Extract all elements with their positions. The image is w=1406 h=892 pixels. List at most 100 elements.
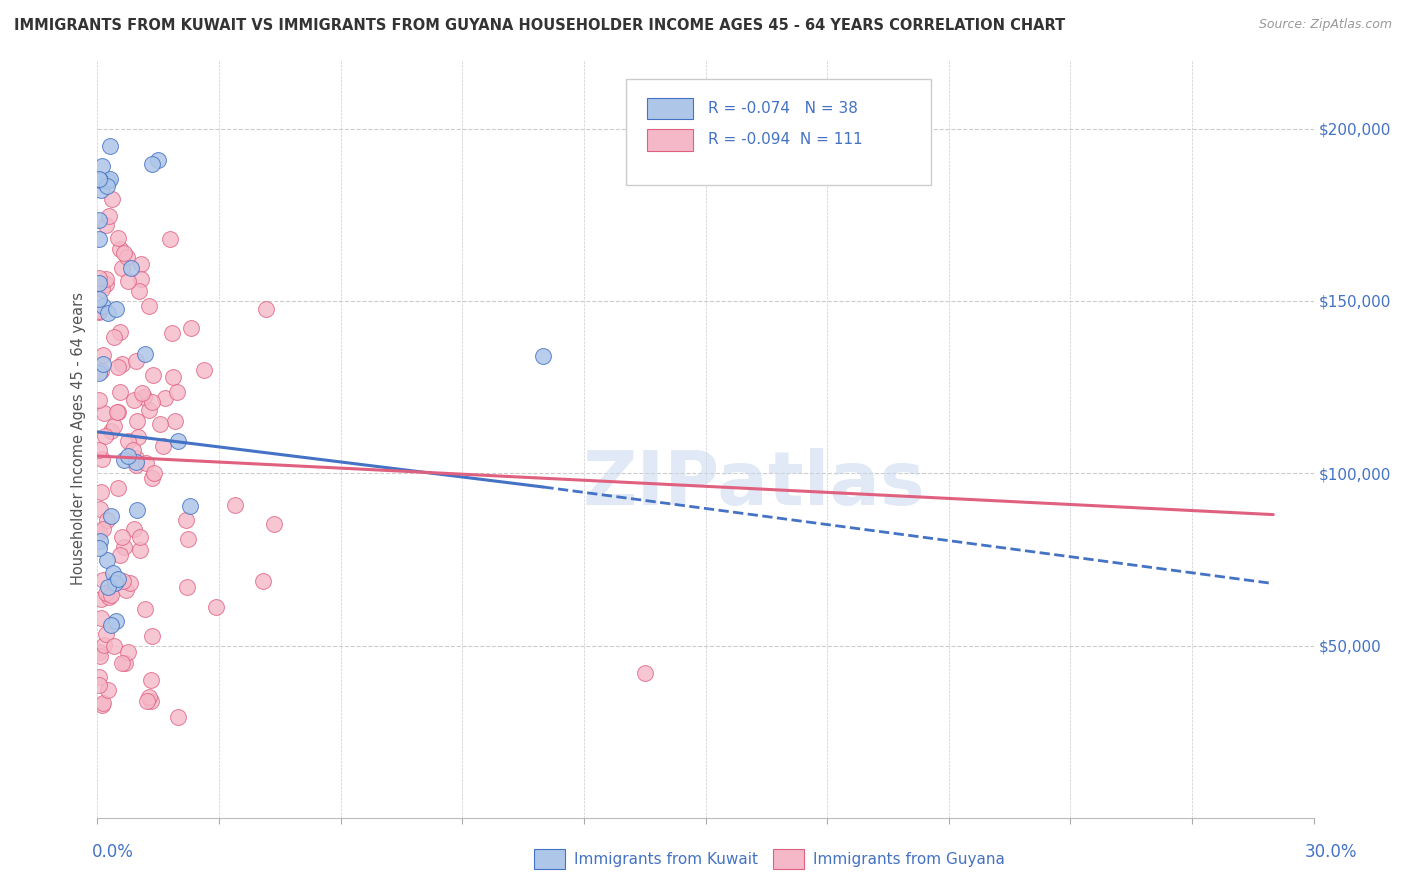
Text: Immigrants from Guyana: Immigrants from Guyana	[813, 853, 1004, 867]
Point	[146, 153, 169, 167]
Point	[125, 414, 148, 428]
Point	[100, 424, 122, 438]
Point	[111, 357, 134, 371]
Point	[103, 640, 125, 654]
Point	[143, 466, 166, 480]
Point	[90, 592, 112, 607]
Point	[177, 532, 200, 546]
Point	[91, 451, 114, 466]
Point	[96, 178, 118, 193]
Point	[163, 414, 186, 428]
Point	[114, 656, 136, 670]
Point	[108, 385, 131, 400]
Point	[100, 617, 122, 632]
Point	[104, 576, 127, 591]
Point	[174, 512, 197, 526]
Point	[634, 666, 657, 681]
Point	[112, 452, 135, 467]
Point	[252, 574, 274, 588]
Point	[90, 484, 112, 499]
Point	[91, 348, 114, 362]
Point	[89, 213, 111, 227]
Point	[125, 454, 148, 468]
Point	[132, 390, 155, 404]
Point	[96, 553, 118, 567]
Point	[193, 363, 215, 377]
Point	[142, 368, 165, 383]
Point	[115, 582, 138, 597]
Point	[91, 282, 114, 296]
Point	[153, 391, 176, 405]
Point	[96, 580, 118, 594]
Point	[131, 257, 153, 271]
Point	[98, 172, 121, 186]
Point	[121, 442, 143, 457]
Point	[162, 326, 184, 340]
Point	[89, 232, 111, 246]
Point	[111, 530, 134, 544]
Point	[115, 250, 138, 264]
Text: R = -0.074   N = 38: R = -0.074 N = 38	[709, 101, 858, 116]
Point	[89, 677, 111, 691]
Point	[254, 301, 277, 316]
Point	[89, 525, 111, 540]
Point	[263, 517, 285, 532]
FancyBboxPatch shape	[627, 78, 931, 185]
Point	[91, 522, 114, 536]
Point	[139, 694, 162, 708]
Point	[124, 458, 146, 472]
Point	[94, 271, 117, 285]
Point	[91, 299, 114, 313]
Point	[135, 456, 157, 470]
Point	[176, 580, 198, 594]
Point	[93, 405, 115, 419]
Point	[97, 306, 120, 320]
Point	[89, 392, 111, 407]
Text: Source: ZipAtlas.com: Source: ZipAtlas.com	[1258, 18, 1392, 31]
Point	[101, 193, 124, 207]
Point	[148, 417, 170, 432]
Point	[162, 370, 184, 384]
Point	[531, 349, 554, 363]
Point	[89, 305, 111, 319]
Text: Immigrants from Kuwait: Immigrants from Kuwait	[574, 853, 758, 867]
Point	[98, 138, 121, 153]
Point	[91, 698, 114, 713]
Point	[120, 575, 142, 590]
Point	[166, 384, 188, 399]
Point	[124, 393, 146, 408]
Point	[159, 232, 181, 246]
Point	[96, 513, 118, 527]
Point	[89, 670, 111, 684]
Point	[179, 499, 201, 513]
Point	[107, 231, 129, 245]
Point	[107, 481, 129, 495]
Point	[90, 183, 112, 197]
Point	[89, 645, 111, 659]
Point	[90, 160, 112, 174]
Point	[112, 246, 135, 260]
Point	[129, 530, 152, 544]
Point	[89, 276, 111, 290]
Point	[111, 574, 134, 588]
Point	[117, 434, 139, 448]
Point	[141, 629, 163, 643]
Point	[112, 540, 135, 554]
Point	[180, 320, 202, 334]
Point	[89, 502, 111, 516]
Point	[108, 325, 131, 339]
Point	[90, 611, 112, 625]
Point	[93, 638, 115, 652]
Point	[117, 644, 139, 658]
Point	[128, 285, 150, 299]
Point	[117, 449, 139, 463]
Point	[97, 174, 120, 188]
Point	[89, 271, 111, 285]
Text: 30.0%: 30.0%	[1305, 843, 1357, 861]
Text: ZIPatlas: ZIPatlas	[583, 448, 925, 521]
Point	[134, 601, 156, 615]
Point	[103, 418, 125, 433]
Point	[127, 430, 149, 444]
Point	[100, 509, 122, 524]
Text: 0.0%: 0.0%	[91, 843, 134, 861]
